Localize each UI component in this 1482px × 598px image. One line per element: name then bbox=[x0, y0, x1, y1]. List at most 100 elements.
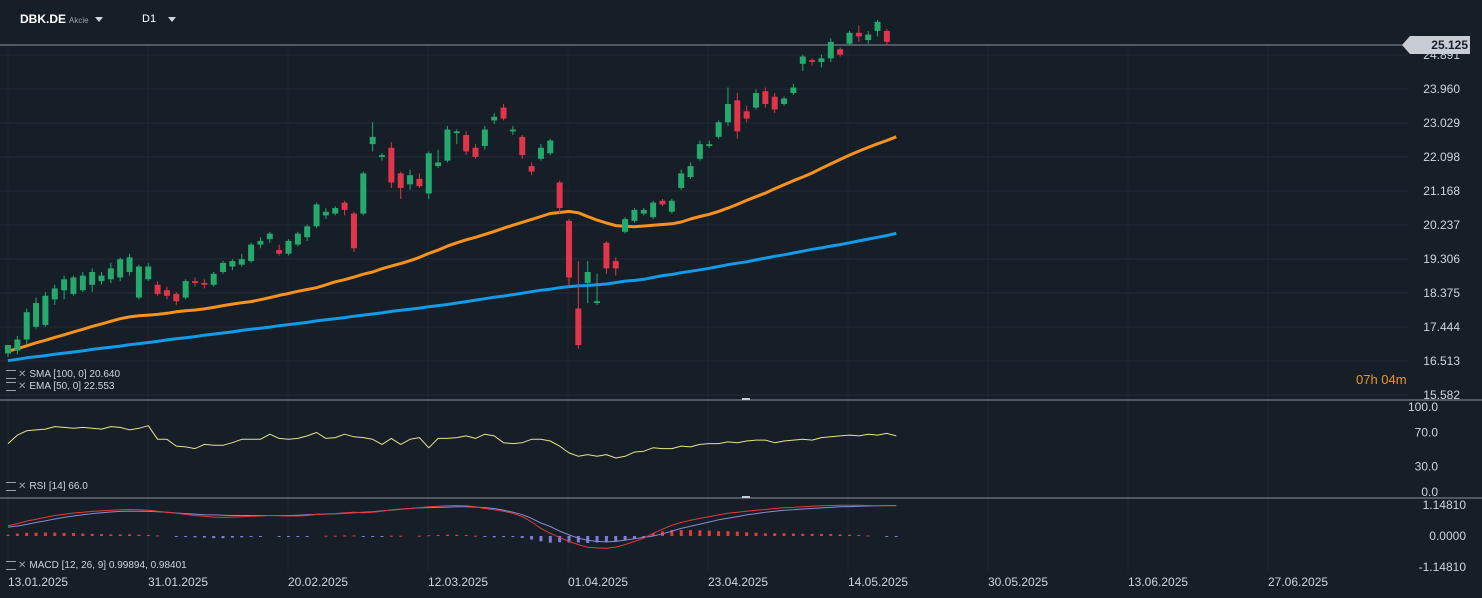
close-icon[interactable]: ✕ bbox=[18, 369, 27, 380]
timeframe-selector[interactable]: D1 bbox=[142, 13, 177, 25]
candle-body bbox=[509, 129, 516, 132]
candle-body bbox=[220, 262, 227, 272]
macd-histogram-bar bbox=[623, 536, 627, 541]
symbol-selector[interactable]: DBK.DE Akcie bbox=[20, 12, 103, 26]
macd-histogram-bar bbox=[595, 536, 599, 543]
macd-histogram-bar bbox=[576, 536, 580, 543]
x-tick-label: 14.05.2025 bbox=[848, 575, 908, 589]
close-icon[interactable]: ✕ bbox=[18, 481, 27, 492]
ema-legend[interactable]: ✕ EMA [50, 0] 22.553 bbox=[6, 381, 114, 392]
candle-body bbox=[33, 303, 40, 327]
asset-type-label: Akcie bbox=[69, 16, 89, 25]
candles bbox=[5, 19, 890, 358]
candle-body bbox=[435, 162, 442, 167]
macd-histogram-bar bbox=[15, 533, 19, 536]
candle-body bbox=[266, 233, 273, 240]
macd-histogram-bar bbox=[305, 536, 309, 537]
y-tick-label: 23.960 bbox=[1423, 82, 1460, 96]
macd-histogram-bar bbox=[455, 534, 459, 536]
candle-body bbox=[276, 250, 283, 254]
macd-histogram-bar bbox=[745, 532, 749, 536]
candle-body bbox=[397, 173, 404, 188]
macd-histogram-bar bbox=[707, 530, 711, 536]
candle-body bbox=[668, 200, 675, 212]
candle-body bbox=[500, 107, 507, 119]
candle-body bbox=[528, 166, 535, 172]
macd-histogram-bar bbox=[782, 533, 786, 536]
candle-body bbox=[865, 34, 872, 41]
macd-histogram-bar bbox=[324, 535, 328, 537]
macd-histogram-bar bbox=[698, 530, 702, 536]
rsi-legend[interactable]: ✕ RSI [14] 66.0 bbox=[6, 481, 88, 492]
candle-body bbox=[519, 136, 526, 156]
candle-body bbox=[107, 268, 114, 280]
candle-body bbox=[696, 144, 703, 159]
x-tick-label: 27.06.2025 bbox=[1268, 575, 1328, 589]
candle-body bbox=[257, 240, 264, 245]
macd-histogram-bar bbox=[193, 536, 197, 538]
close-icon[interactable]: ✕ bbox=[18, 560, 27, 571]
candle-body bbox=[687, 166, 694, 178]
candle-body bbox=[753, 93, 759, 108]
y-tick-label: 19.306 bbox=[1423, 252, 1460, 266]
close-icon[interactable]: ✕ bbox=[18, 381, 27, 392]
macd-histogram-bar bbox=[857, 534, 861, 536]
menu-icon[interactable] bbox=[6, 369, 16, 379]
macd-histogram-bar bbox=[43, 532, 47, 536]
candle-body bbox=[360, 173, 367, 214]
macd-histogram-bar bbox=[380, 536, 384, 537]
candle-body bbox=[781, 98, 788, 104]
menu-icon[interactable] bbox=[6, 481, 16, 491]
macd-tick-label: 1.14810 bbox=[1423, 498, 1467, 512]
candle-body bbox=[566, 220, 572, 278]
chevron-down-icon bbox=[168, 16, 177, 22]
macd-histogram-bar bbox=[474, 535, 477, 537]
macd-tick-label: -1.14810 bbox=[1419, 560, 1467, 574]
macd-legend[interactable]: ✕ MACD [12, 26, 9] 0.99894, 0.98401 bbox=[6, 560, 187, 571]
rsi-tick-label: 0.0 bbox=[1421, 485, 1438, 499]
macd-histogram-bar bbox=[287, 536, 290, 537]
candle-body bbox=[341, 202, 348, 210]
candle-body bbox=[650, 202, 657, 218]
macd-histogram-bar bbox=[502, 536, 506, 538]
macd-histogram-bar bbox=[25, 532, 29, 536]
x-tick-label: 23.04.2025 bbox=[708, 575, 768, 589]
candle-body bbox=[304, 226, 311, 238]
macd-histogram-bar bbox=[829, 534, 833, 536]
sma-legend[interactable]: ✕ SMA [100, 0] 20.640 bbox=[6, 369, 120, 380]
macd-tick-label: 0.0000 bbox=[1429, 529, 1466, 543]
candle-body bbox=[678, 173, 685, 188]
candle-body bbox=[622, 219, 629, 232]
macd-histogram-bar bbox=[754, 532, 758, 536]
macd-histogram-bar bbox=[230, 536, 234, 538]
candle-body bbox=[743, 111, 750, 119]
macd-histogram-bar bbox=[735, 531, 739, 536]
menu-icon[interactable] bbox=[6, 560, 16, 570]
candle-body bbox=[827, 41, 834, 59]
candle-body bbox=[332, 208, 339, 214]
macd-line bbox=[7, 504, 897, 549]
macd-histogram-bar bbox=[717, 531, 721, 536]
macd-histogram-bar bbox=[511, 536, 515, 538]
macd-histogram-bar bbox=[90, 533, 94, 536]
macd-histogram-bar bbox=[53, 532, 57, 536]
y-tick-label: 17.444 bbox=[1423, 320, 1460, 334]
macd-histogram-bar bbox=[520, 536, 524, 538]
menu-icon[interactable] bbox=[6, 381, 16, 391]
candle-body bbox=[70, 277, 77, 294]
x-tick-label: 13.06.2025 bbox=[1128, 575, 1188, 589]
candle-body bbox=[126, 257, 133, 272]
candle-body bbox=[837, 49, 844, 55]
candle-body bbox=[229, 261, 236, 267]
macd-histogram-bar bbox=[81, 533, 85, 536]
macd-histogram-bar bbox=[100, 534, 103, 536]
candle-body bbox=[453, 131, 460, 134]
candle-body bbox=[855, 32, 862, 37]
y-tick-label: 21.168 bbox=[1423, 184, 1460, 198]
y-tick-label: 16.513 bbox=[1423, 354, 1460, 368]
pane-resize-handle bbox=[742, 496, 750, 498]
grid-lines bbox=[0, 45, 1408, 572]
chevron-down-icon bbox=[94, 17, 103, 23]
